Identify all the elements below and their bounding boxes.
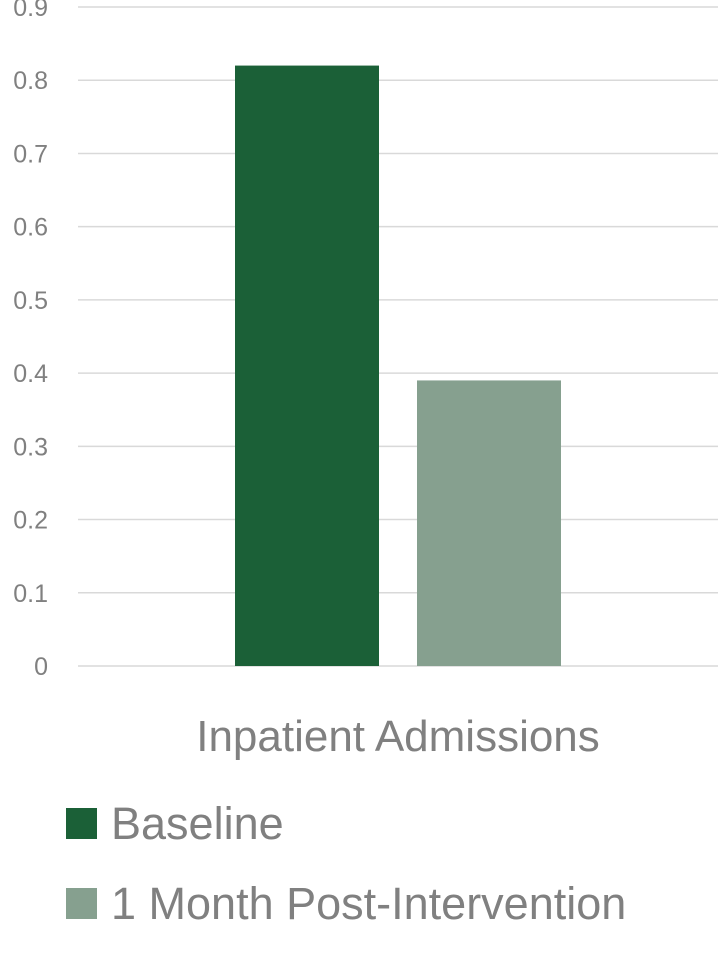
y-tick-label: 0.3: [13, 433, 48, 461]
legend: Baseline 1 Month Post-Intervention: [66, 795, 626, 955]
x-axis-category-labels: Inpatient Admissions: [196, 712, 600, 761]
legend-label-baseline: Baseline: [111, 797, 284, 849]
y-tick-label: 0.2: [13, 507, 48, 535]
bar-1-month-post-intervention: [417, 380, 561, 666]
bar-chart: 0 0.1 0.2 0.3 0.4 0.5 0.6 0.7 0.8 0.9 Inpatient A…: [13, 0, 718, 761]
legend-swatch-baseline: [66, 807, 97, 839]
y-axis-tick-labels: 0 0.1 0.2 0.3 0.4 0.5 0.6 0.7 0.8 0.9: [13, 0, 48, 681]
bar-baseline: [235, 65, 379, 667]
legend-label-post-intervention: 1 Month Post-Intervention: [111, 877, 627, 929]
y-tick-label: 0.7: [13, 140, 48, 168]
y-tick-label: 0.9: [13, 0, 48, 22]
x-category-label: Inpatient Admissions: [196, 712, 600, 761]
y-tick-label: 0.1: [13, 580, 48, 608]
legend-item-baseline: Baseline: [66, 795, 626, 851]
y-tick-label: 0.6: [13, 214, 48, 242]
y-tick-label: 0: [34, 653, 48, 681]
y-tick-label: 0.5: [13, 287, 48, 315]
y-tick-label: 0.4: [13, 360, 48, 388]
legend-item-post-intervention: 1 Month Post-Intervention: [66, 875, 626, 931]
legend-swatch-post-intervention: [66, 887, 97, 919]
gridlines: [78, 6, 718, 667]
y-tick-label: 0.8: [13, 67, 48, 95]
bars: [235, 65, 561, 667]
